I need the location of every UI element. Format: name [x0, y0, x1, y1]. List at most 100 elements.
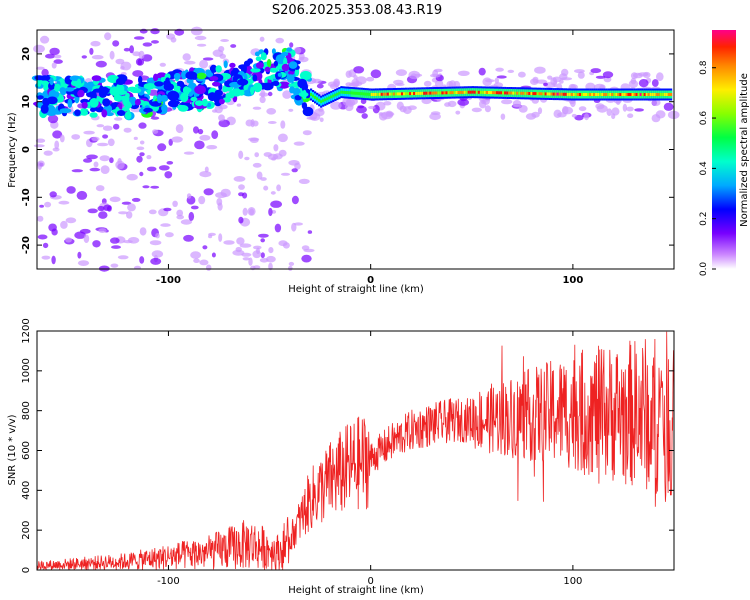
spectrogram-cell: [252, 245, 262, 250]
spectrogram-cell: [356, 105, 367, 114]
spectrogram-cell: [587, 93, 590, 96]
spectrogram-cell: [281, 63, 290, 72]
spectrogram-cell: [48, 223, 57, 232]
spectrogram-cell: [447, 91, 450, 95]
spectrogram-cell: [502, 91, 505, 95]
spectrogram-cell: [638, 79, 649, 88]
spectrogram-cell: [554, 92, 557, 96]
spectrogram-cell: [121, 201, 132, 205]
spectrogram-cell: [585, 93, 588, 96]
spectrogram-cell: [206, 102, 212, 108]
spectrogram-cell: [403, 106, 412, 115]
spectrogram-cell: [287, 74, 295, 83]
spectrogram-cell: [635, 93, 638, 96]
spectrogram-cell: [307, 230, 313, 234]
spectrogram-cell: [490, 91, 493, 95]
colorbar: 0.0 0.2 0.4 0.6 0.8 Normalized spectral ampl…: [699, 30, 750, 276]
spectrogram-cell: [266, 108, 277, 115]
spectrogram-cell: [444, 102, 451, 107]
spectrogram-cell: [267, 75, 274, 80]
spectrogram-cell: [111, 245, 121, 249]
spectrogram-cell: [590, 68, 602, 74]
spectrogram-cell: [536, 79, 548, 84]
spectrogram-cell: [500, 91, 503, 95]
spectrogram-cell: [154, 81, 164, 87]
spectrogram-cell: [223, 60, 228, 69]
spectrogram-cell: [378, 92, 381, 96]
spectrogram-cell: [333, 80, 340, 88]
spectrogram-cell: [252, 120, 259, 127]
spectrogram-cell: [433, 91, 436, 95]
spectrogram-cell: [77, 260, 90, 266]
spectrogram-cell: [534, 66, 546, 74]
spectrogram-cell: [603, 93, 606, 96]
spectrogram-cell: [469, 90, 472, 94]
spectrogram-cell: [65, 237, 72, 243]
spectrogram-cell: [433, 68, 443, 73]
spectrogram-cell: [176, 214, 184, 220]
spectrogram-cell: [151, 40, 159, 44]
spectrogram-cell: [212, 81, 221, 87]
spectrogram-cell: [273, 144, 279, 152]
spectrogram-cell: [262, 82, 274, 91]
spectrogram-cell: [364, 92, 367, 96]
spectrogram-cell: [631, 93, 634, 96]
spectrogram-cell: [419, 91, 422, 95]
snr-xlabel: Height of straight line (km): [288, 585, 424, 596]
spectrogram-cell: [54, 140, 60, 150]
colorbar-tick-label: 0.2: [699, 212, 709, 226]
spectrogram-cell: [366, 76, 375, 82]
spectrogram-cell: [60, 220, 68, 229]
spectrogram-cell: [627, 113, 634, 118]
spectrogram-cell: [617, 93, 620, 96]
spectrogram-cell: [278, 81, 290, 89]
spectrogram-cell: [218, 46, 225, 52]
spectrogram-cell: [478, 67, 486, 76]
spectrogram-cell: [443, 91, 446, 95]
spectrogram-cell: [362, 92, 365, 96]
spectrogram-cell: [508, 91, 511, 95]
spectrogram-cell: [599, 93, 602, 96]
spectrogram-cell: [118, 211, 128, 215]
spectrogram-cell: [544, 92, 547, 96]
spectrogram-cell: [131, 197, 141, 202]
spectrogram-cell: [302, 106, 314, 117]
spectrogram-cell: [581, 93, 584, 96]
spectrogram-cell: [346, 91, 349, 95]
spectrogram-cell: [288, 160, 300, 166]
spectrogram-cell: [35, 138, 46, 143]
spectrogram-plot-area: [37, 30, 674, 269]
spectrogram-cell: [647, 93, 650, 96]
spectrogram-cell: [381, 111, 393, 120]
spectrogram-cell: [437, 91, 440, 95]
spectrogram-cell: [158, 165, 170, 171]
spectrogram-cell: [449, 91, 452, 95]
spectrogram-cell: [272, 80, 280, 87]
spectrogram-cell: [102, 134, 109, 139]
spectrogram-cell: [268, 262, 273, 271]
spectrogram-cell: [481, 90, 485, 94]
spectrogram-cell: [206, 71, 214, 78]
spectrogram-cell: [274, 223, 282, 233]
spectrogram-cell: [506, 91, 509, 95]
spectrogram-cell: [595, 75, 606, 79]
spectrogram-cell: [139, 256, 145, 264]
spectrogram-cell: [260, 252, 265, 259]
spectrogram-cell: [194, 85, 207, 95]
spectrogram-cell: [524, 91, 527, 95]
spectrogram-cell: [611, 93, 614, 96]
spectrogram-cell: [611, 113, 616, 120]
spectrogram-cell: [591, 93, 594, 96]
spectrogram-cell: [322, 99, 325, 103]
spectrogram-cell: [574, 93, 578, 96]
spectrogram-cell: [288, 61, 298, 69]
spectrogram-cell: [383, 101, 392, 106]
spectrogram-cell: [293, 141, 305, 146]
spectrogram-cell: [184, 60, 196, 65]
spectrogram-cell: [176, 209, 184, 217]
spectrogram-cell: [199, 259, 209, 266]
spectrogram-cell: [202, 98, 208, 107]
spectrogram-xlabel: Height of straight line (km): [288, 284, 424, 295]
spectrogram-cell: [143, 107, 153, 113]
spectrogram-cell: [366, 92, 369, 96]
